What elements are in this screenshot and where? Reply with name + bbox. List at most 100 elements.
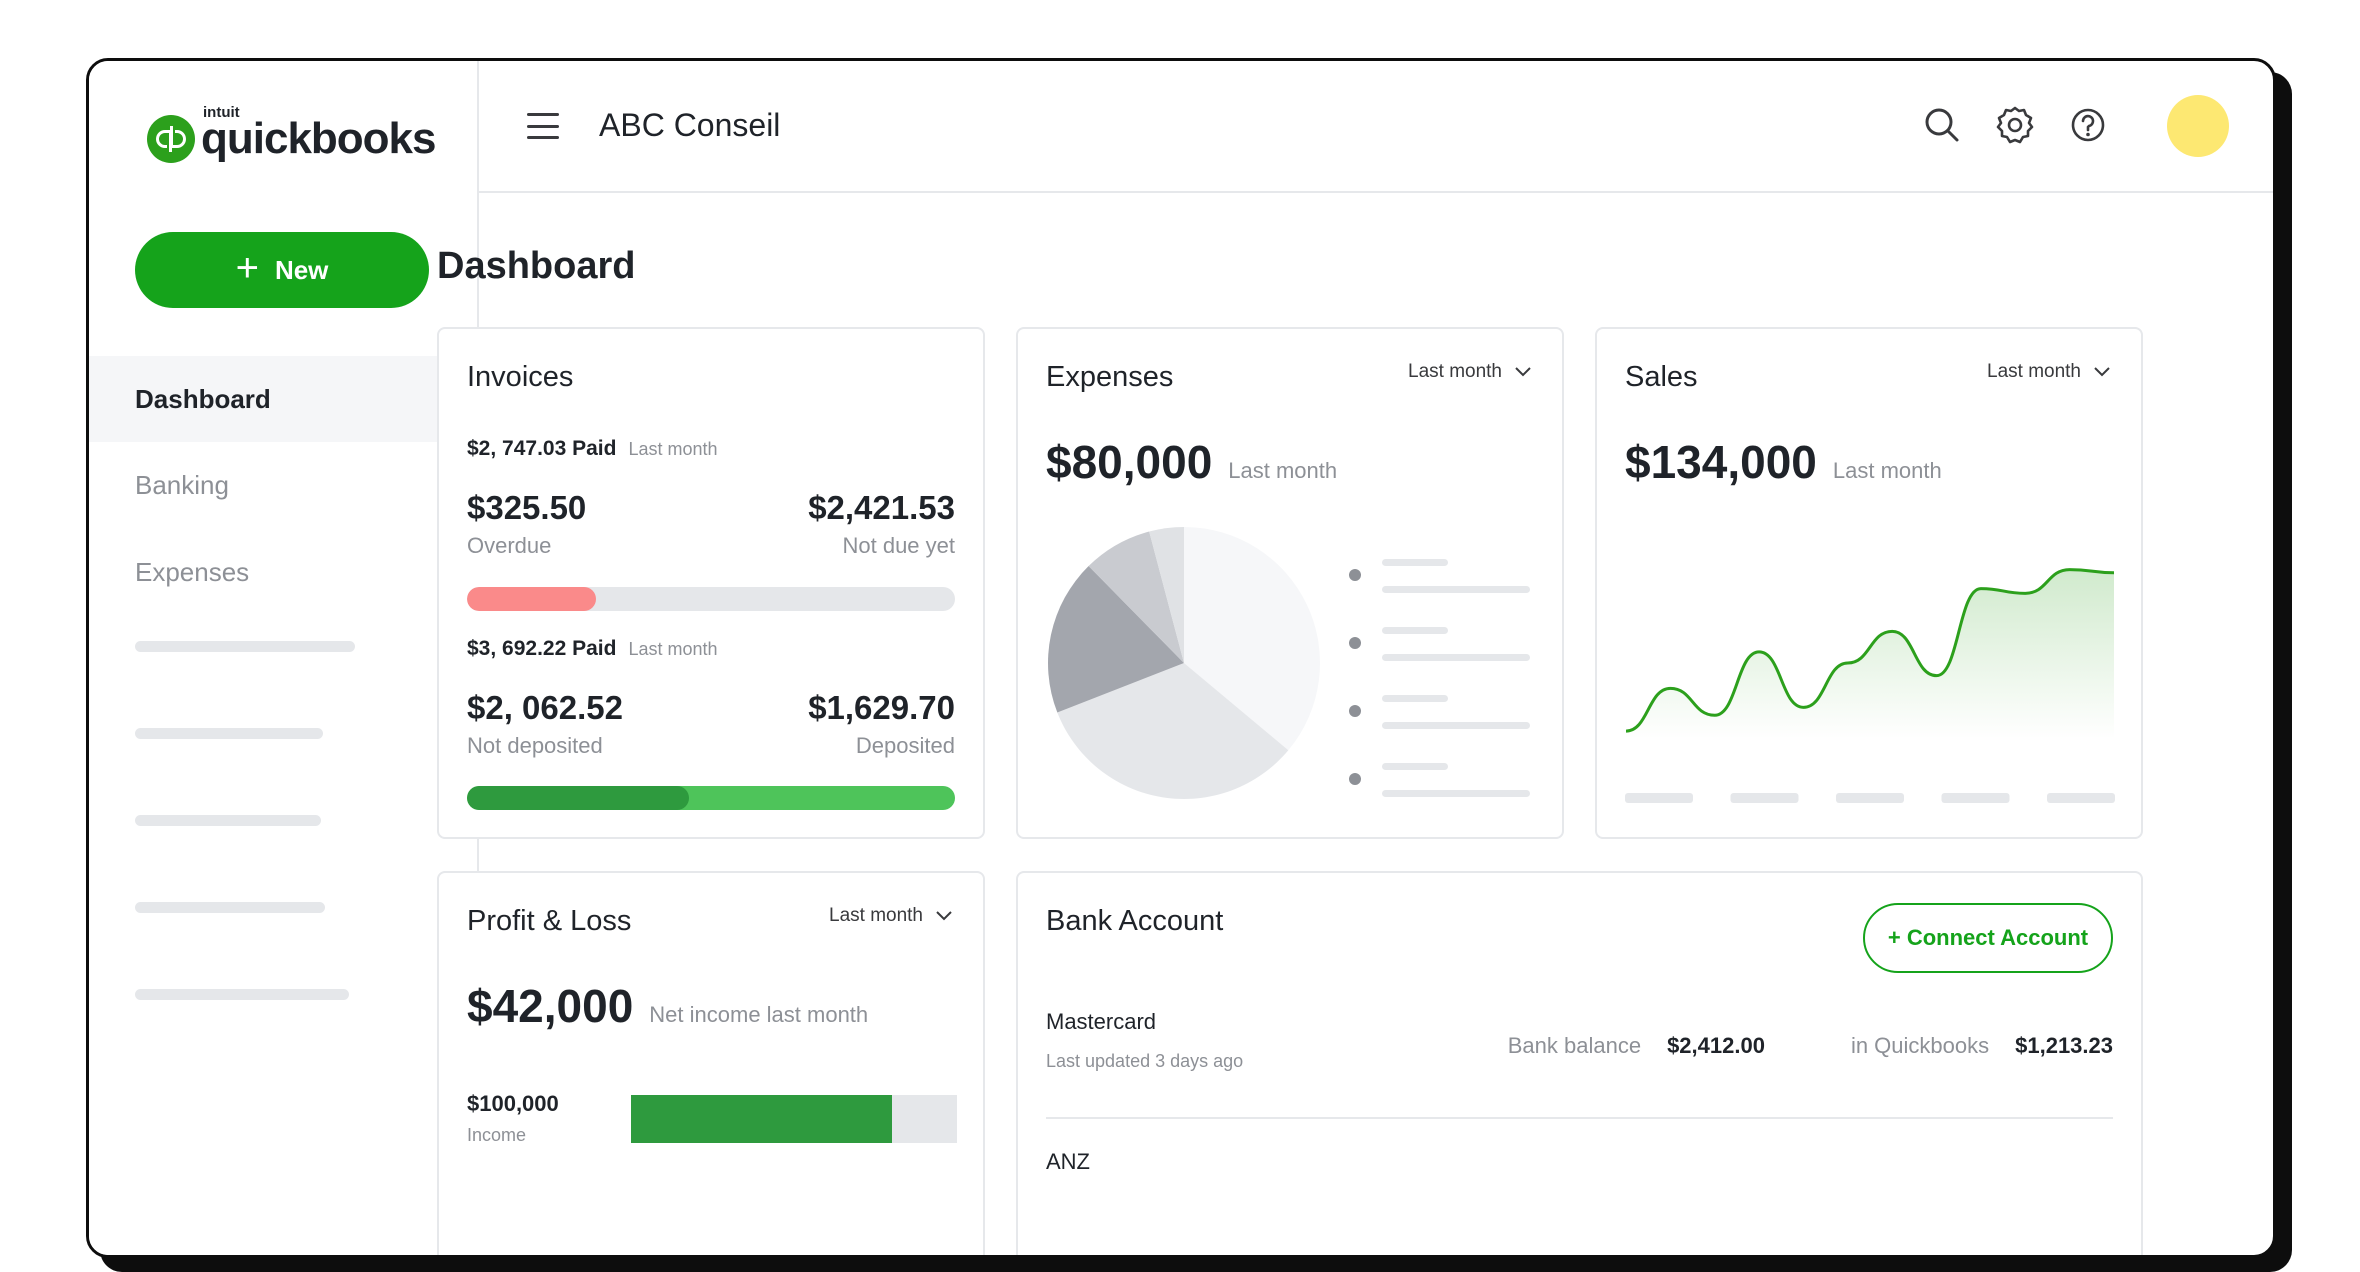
- pie-slice[interactable]: [1048, 566, 1184, 713]
- legend-placeholder: [1382, 627, 1448, 634]
- income-bar-fill: [631, 1095, 892, 1143]
- profit-loss-period-dropdown[interactable]: Last month: [829, 905, 953, 927]
- not-due-block[interactable]: $2,421.53 Not due yet: [808, 489, 955, 559]
- deposit-progress-bar[interactable]: [467, 786, 955, 810]
- sidebar-item-label: Dashboard: [135, 383, 271, 414]
- new-button[interactable]: + New: [135, 232, 429, 308]
- sidebar-placeholder: [135, 815, 321, 826]
- pie-slice[interactable]: [1088, 531, 1184, 663]
- account-name: Mastercard: [1046, 1009, 1157, 1034]
- deposited-amount: $1,629.70: [808, 689, 955, 726]
- help-icon[interactable]: [2068, 105, 2108, 145]
- logo-intuit-text: intuit: [203, 104, 240, 121]
- sales-card: Sales Last month $134,000 Last month: [1595, 327, 2143, 839]
- pie-slice[interactable]: [1184, 527, 1320, 751]
- legend-placeholder: [1382, 586, 1530, 593]
- sidebar-item-dashboard[interactable]: Dashboard: [89, 356, 477, 442]
- not-due-amount: $2,421.53: [808, 489, 955, 526]
- x-tick-label-placeholder: [1941, 793, 2010, 803]
- sales-period-dropdown[interactable]: Last month: [1987, 361, 2111, 383]
- x-tick-label-placeholder: [1730, 793, 1799, 803]
- legend-placeholder: [1382, 654, 1530, 661]
- gear-icon[interactable]: [1995, 105, 2035, 145]
- not-deposited-label: Not deposited: [467, 733, 603, 758]
- company-name: ABC Conseil: [599, 107, 781, 143]
- sales-total: $134,000: [1625, 436, 1817, 488]
- search-icon[interactable]: [1922, 105, 1962, 145]
- legend-dot: [1349, 637, 1361, 649]
- quickbooks-balance-value: $1,213.23: [2015, 1033, 2113, 1058]
- bank-balance-value: $2,412.00: [1667, 1033, 1765, 1058]
- chevron-down-icon: [1515, 367, 1531, 377]
- not-deposited-amount: $2, 062.52: [467, 689, 623, 726]
- paid-amount: $3, 692.22 Paid: [467, 637, 617, 660]
- bank-account-card: Bank Account + Connect Account Mastercar…: [1016, 871, 2143, 1255]
- sidebar-placeholder: [135, 641, 355, 652]
- deposited-block[interactable]: $1,629.70 Deposited: [808, 689, 955, 759]
- sales-total-row: $134,000 Last month: [1625, 435, 1942, 489]
- account-balances: Bank balance $2,412.00 in Quickbooks $1,…: [1508, 1033, 2113, 1059]
- income-bar[interactable]: [631, 1095, 957, 1143]
- plus-icon: +: [235, 246, 259, 290]
- legend-placeholder: [1382, 722, 1530, 729]
- chevron-down-icon: [936, 911, 952, 921]
- legend-dot: [1349, 773, 1361, 785]
- sales-total-caption: Last month: [1832, 458, 1942, 483]
- profit-loss-total-row: $42,000 Net income last month: [467, 979, 868, 1033]
- logo-name-text: quickbooks: [201, 114, 436, 163]
- bank-account-row[interactable]: Mastercard Last updated 3 days ago Bank …: [1046, 1009, 2113, 1119]
- sidebar-item-expenses[interactable]: Expenses: [89, 529, 477, 615]
- not-deposited-bar-fill: [467, 786, 690, 810]
- invoices-deposit-summary: $3, 692.22 Paid Last month: [467, 637, 955, 661]
- app-window: intuit quickbooks + New Dashboard Bankin…: [86, 58, 2276, 1258]
- period-label: Last month: [1987, 361, 2081, 382]
- sales-line-chart[interactable]: [1625, 549, 2115, 819]
- sidebar: intuit quickbooks + New Dashboard Bankin…: [89, 61, 479, 1255]
- period-label: Last month: [829, 905, 923, 926]
- expenses-total-row: $80,000 Last month: [1046, 435, 1337, 489]
- paid-amount: $2, 747.03 Paid: [467, 437, 617, 460]
- profit-loss-total: $42,000: [467, 980, 634, 1032]
- expenses-pie-chart[interactable]: [1046, 525, 1322, 801]
- expenses-period-dropdown[interactable]: Last month: [1408, 361, 1532, 383]
- page-title: Dashboard: [437, 245, 636, 287]
- income-value: $100,000: [467, 1091, 559, 1116]
- sidebar-item-label: Expenses: [135, 556, 250, 587]
- expenses-title: Expenses: [1046, 361, 1174, 393]
- overdue-progress-bar[interactable]: [467, 587, 955, 611]
- quickbooks-balance-label: in Quickbooks: [1850, 1033, 1990, 1058]
- quickbooks-logo-icon: [147, 115, 195, 163]
- account-updated: Last updated 3 days ago: [1046, 1051, 1244, 1071]
- paid-period: Last month: [628, 439, 718, 459]
- sidebar-item-banking[interactable]: Banking: [89, 442, 477, 528]
- sidebar-placeholder: [135, 989, 349, 1000]
- legend-placeholder: [1382, 763, 1448, 770]
- sidebar-item-label: Banking: [135, 469, 229, 500]
- legend-placeholder: [1382, 559, 1448, 566]
- legend-dot: [1349, 569, 1361, 581]
- overdue-block[interactable]: $325.50 Overdue: [467, 489, 586, 559]
- pie-slice[interactable]: [1057, 663, 1289, 799]
- avatar[interactable]: [2167, 95, 2229, 157]
- expenses-total-caption: Last month: [1228, 458, 1338, 483]
- invoices-paid-summary: $2, 747.03 Paid Last month: [467, 437, 955, 461]
- invoices-deposit-row: $2, 062.52 Not deposited $1,629.70 Depos…: [467, 689, 955, 759]
- income-block: $100,000 Income: [467, 1091, 559, 1146]
- menu-icon[interactable]: [527, 113, 559, 139]
- expenses-card: Expenses Last month $80,000 Last month: [1016, 327, 1564, 839]
- sales-line[interactable]: [1625, 568, 2115, 733]
- not-deposited-block[interactable]: $2, 062.52 Not deposited: [467, 689, 623, 759]
- invoices-title: Invoices: [467, 361, 574, 393]
- quickbooks-logo[interactable]: intuit quickbooks: [147, 105, 436, 163]
- account-name[interactable]: ANZ: [1046, 1149, 1090, 1174]
- pie-slice[interactable]: [1149, 527, 1184, 663]
- paid-period: Last month: [628, 639, 718, 659]
- profit-loss-card: Profit & Loss Last month $42,000 Net inc…: [437, 871, 985, 1255]
- period-label: Last month: [1408, 361, 1502, 382]
- x-tick-label-placeholder: [1625, 793, 1693, 803]
- connect-account-button[interactable]: + Connect Account: [1863, 903, 2113, 973]
- logo-wordmark: intuit quickbooks: [201, 105, 436, 163]
- x-tick-label-placeholder: [1836, 793, 1904, 803]
- sidebar-placeholder: [135, 902, 325, 913]
- top-bar: ABC Conseil: [479, 61, 2273, 193]
